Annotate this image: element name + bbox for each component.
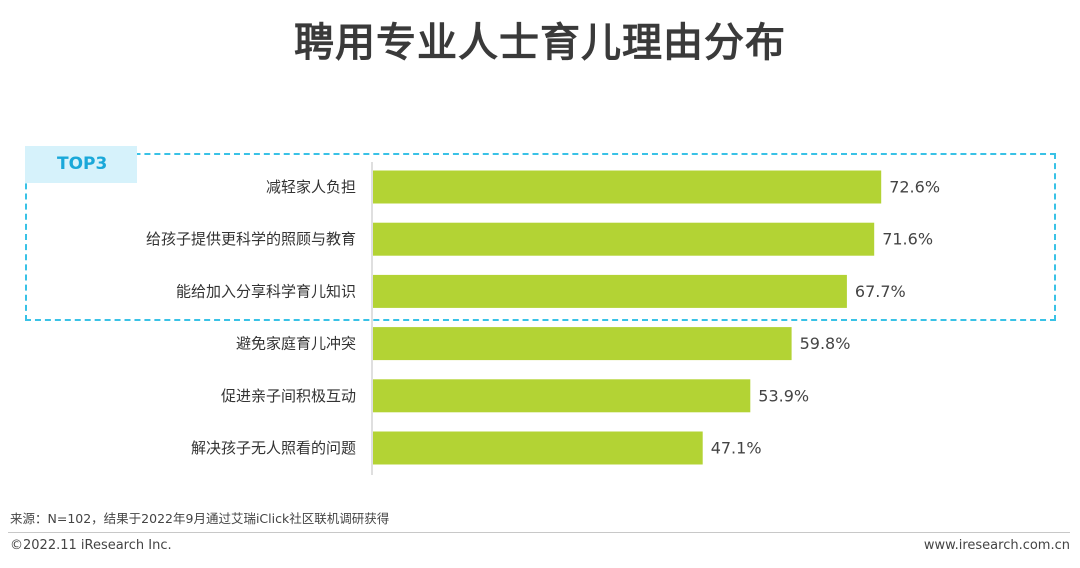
bar-2 — [373, 274, 847, 308]
top3-highlight-box — [25, 153, 1056, 321]
category-label-3: 避免家庭育儿冲突 — [236, 335, 356, 353]
category-label-5: 解决孩子无人照看的问题 — [191, 439, 356, 457]
bar-5 — [373, 431, 703, 465]
chart-bars: 减轻家人负担 72.6% 给孩子提供更科学的照顾与教育 71.6% 能给加入分享科学育儿… — [146, 162, 940, 475]
category-label-2: 能给加入分享科学育儿知识 — [176, 282, 356, 300]
value-label-3: 59.8% — [800, 334, 851, 353]
source-note: 来源：N=102，结果于2022年9月通过艾瑞iClick社区联机调研获得 — [10, 511, 390, 526]
website-text: www.iresearch.com.cn — [923, 538, 1070, 553]
bar-1 — [373, 222, 875, 256]
top3-badge: TOP3 — [25, 146, 137, 183]
category-label-1: 给孩子提供更科学的照顾与教育 — [146, 230, 356, 248]
value-label-5: 47.1% — [711, 439, 762, 458]
bar-4 — [373, 379, 751, 413]
copyright-text: ©2022.11 iResearch Inc. — [10, 538, 172, 553]
value-label-1: 71.6% — [882, 230, 933, 249]
footer-divider — [8, 532, 1070, 533]
category-label-4: 促进亲子间积极互动 — [221, 387, 356, 405]
chart-title: 聘用专业人士育儿理由分布 — [294, 20, 786, 66]
category-label-0: 减轻家人负担 — [266, 178, 356, 196]
bar-0 — [373, 170, 882, 204]
value-label-0: 72.6% — [889, 178, 940, 197]
value-label-2: 67.7% — [855, 282, 906, 301]
value-label-4: 53.9% — [758, 386, 809, 405]
bar-3 — [373, 327, 792, 361]
